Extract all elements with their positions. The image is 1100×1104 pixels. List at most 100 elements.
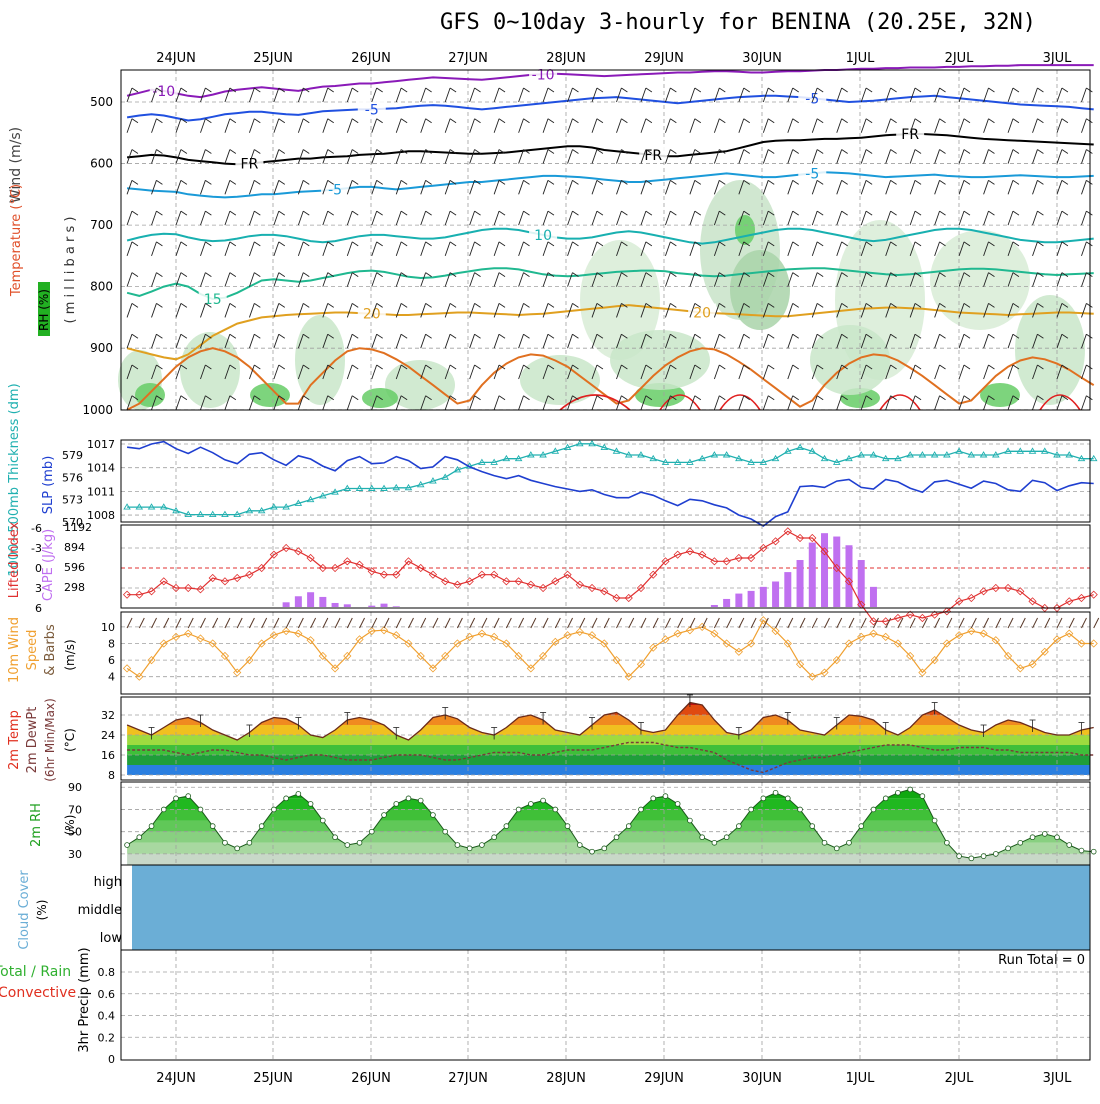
wind-barb-flag xyxy=(131,210,139,216)
wind-barb xyxy=(885,149,892,164)
wind-barb-flag xyxy=(914,149,922,154)
wind-barb-flag xyxy=(670,395,677,401)
rh-marker xyxy=(662,793,669,799)
wind-barb xyxy=(616,241,622,257)
wind-barb-flag xyxy=(621,395,628,401)
li-marker xyxy=(893,613,903,623)
wind-barb xyxy=(713,334,720,349)
wind-barb-flag xyxy=(694,210,702,216)
wind-barb xyxy=(567,180,573,195)
wind-barb xyxy=(151,334,157,349)
surface-wind-barb xyxy=(346,617,353,629)
li-marker xyxy=(869,617,878,626)
wind-barb xyxy=(1081,149,1087,164)
wind-speed-marker xyxy=(942,639,951,648)
li-tick-label: 0 xyxy=(35,562,42,575)
wind-barb xyxy=(346,241,353,257)
wind-barb-flag xyxy=(229,118,237,124)
wind-barb-flag xyxy=(816,241,824,247)
wind-barb xyxy=(689,87,696,103)
surface-wind-barb xyxy=(567,617,574,629)
wind-barb xyxy=(934,210,940,226)
wind-speed-marker xyxy=(734,647,743,656)
wind-barb xyxy=(885,272,892,287)
wind-barb xyxy=(909,241,916,257)
temp-band xyxy=(127,715,1090,725)
wind-barb xyxy=(273,149,280,164)
wind-barb-flag xyxy=(963,118,971,124)
wind-barb-flag xyxy=(719,179,726,185)
wind-barb-flag xyxy=(792,303,799,308)
wind-barb xyxy=(983,149,989,164)
pressure-tick-label: 700 xyxy=(90,218,113,232)
wind-barb xyxy=(151,395,157,410)
wind-barb xyxy=(346,364,353,380)
wind-barb-flag xyxy=(621,87,628,93)
wind-barb-flag xyxy=(1037,364,1044,370)
wind-barb-flag xyxy=(743,210,751,216)
wind-barb-flag xyxy=(180,179,188,185)
wind-barb xyxy=(444,87,451,103)
rh-shading xyxy=(610,330,710,390)
wind-barb xyxy=(493,180,500,195)
wind-barb xyxy=(126,395,133,410)
isotherm-label-bg xyxy=(688,303,717,320)
rh-shading xyxy=(385,360,455,410)
wind-barb-flag xyxy=(327,87,334,93)
li-marker xyxy=(624,593,633,603)
wind-barb xyxy=(200,364,206,380)
surface-wind-barb xyxy=(200,617,206,629)
wind-speed-marker xyxy=(135,672,144,681)
thickness-marker xyxy=(1040,447,1049,454)
wind-barb-flag xyxy=(131,87,139,93)
wind-barb-flag xyxy=(670,210,677,216)
thickness-marker xyxy=(208,510,217,518)
wind-barb xyxy=(395,272,402,287)
wind-barb-flag xyxy=(719,395,726,401)
surface-wind-barb xyxy=(909,617,916,629)
wind-barb xyxy=(983,87,989,103)
wind-speed-marker xyxy=(832,655,841,665)
wind-barb xyxy=(787,272,794,287)
wind-barb xyxy=(518,210,524,226)
wind-barb xyxy=(224,241,231,257)
wind-barb-flag xyxy=(254,210,261,216)
wind-barb xyxy=(738,180,745,195)
wind-speed-marker xyxy=(269,631,278,640)
wind-barb-flag xyxy=(914,118,922,124)
dewpoint-line xyxy=(127,741,1094,774)
wind-barb-flag xyxy=(841,272,848,278)
wind-barb-flag xyxy=(694,149,702,154)
wind-barb-flag xyxy=(1037,395,1044,401)
wind-barb-flag xyxy=(254,303,261,308)
li-marker xyxy=(575,580,584,589)
wind-barb xyxy=(713,118,720,133)
thickness-marker xyxy=(429,477,437,484)
li-marker xyxy=(392,570,401,579)
wind-barb-flag xyxy=(205,179,212,185)
wind-barb-flag xyxy=(1012,210,1020,216)
wind-barb-flag xyxy=(156,272,163,278)
wind-barb xyxy=(787,241,794,257)
thickness-marker xyxy=(588,439,596,447)
li-marker xyxy=(661,557,670,566)
wind-barb-flag xyxy=(351,241,359,247)
wind-barb xyxy=(885,210,892,226)
wind-speed-marker xyxy=(991,636,1000,645)
wind-speed-marker xyxy=(649,643,658,652)
wind-speed-marker xyxy=(538,651,548,661)
isotherm-label-bg xyxy=(321,180,350,197)
wind-barb xyxy=(762,87,769,103)
wind-barb-flag xyxy=(180,241,188,247)
wind-barb-flag xyxy=(449,149,457,154)
wind-barb-flag xyxy=(596,241,604,247)
li-marker xyxy=(1077,593,1086,603)
wind-barb-flag xyxy=(498,179,506,185)
rh-marker xyxy=(736,823,742,829)
thickness-marker xyxy=(196,510,205,518)
wind-barb-flag xyxy=(400,241,408,247)
wind-barb xyxy=(200,303,206,318)
wind-speed-marker xyxy=(220,651,230,661)
wind-barb xyxy=(811,180,818,195)
pressure-tick-label: 1000 xyxy=(82,403,113,417)
